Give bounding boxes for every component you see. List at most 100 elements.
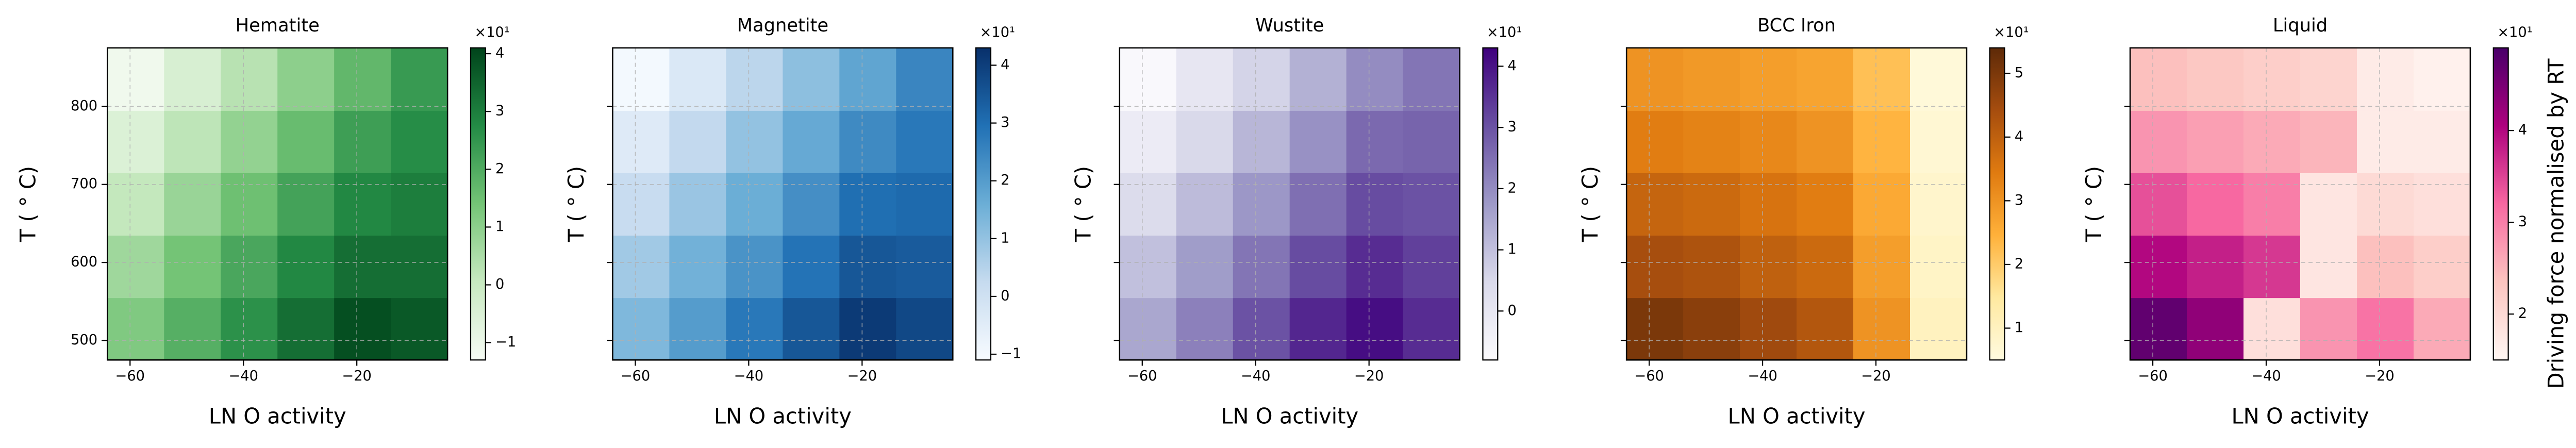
heat-cell <box>669 173 727 236</box>
heat-cell <box>1740 47 1798 111</box>
panel-title: Wustite <box>1255 15 1324 36</box>
heat-cell <box>839 297 897 360</box>
heat-cell <box>164 110 222 174</box>
panel-title: Hematite <box>236 15 320 36</box>
x-tick-label: −20 <box>342 368 371 384</box>
heat-cell <box>839 173 897 236</box>
colorbar-tick-label: 1 <box>1508 241 1517 257</box>
heat-cell <box>391 297 448 360</box>
x-axis-label: LN O activity <box>1728 403 1866 428</box>
heat-cell <box>221 110 278 174</box>
panel-title: BCC Iron <box>1757 15 1836 36</box>
heat-cell <box>1683 110 1741 174</box>
colorbar-tick-label: 0 <box>495 276 504 292</box>
heat-cell <box>896 110 953 174</box>
heat-cell <box>1176 110 1234 174</box>
heat-cell <box>1119 47 1177 111</box>
heat-cell <box>107 297 165 360</box>
heat-cell <box>2356 235 2414 298</box>
y-axis-label: T ( ° C) <box>1071 166 1096 242</box>
heat-cell <box>2300 47 2357 111</box>
heat-cell <box>164 47 222 111</box>
heat-cell <box>1346 110 1404 174</box>
y-tick-label: 800 <box>71 98 97 114</box>
panel-title: Liquid <box>2273 15 2328 36</box>
heat-cell <box>334 173 392 236</box>
colorbar-tick-label: 4 <box>495 45 504 61</box>
heat-cell <box>2300 110 2357 174</box>
colorbar-tick-label: 2 <box>1001 172 1009 188</box>
colorbar-tick-label: 3 <box>2015 192 2023 208</box>
colorbar-offset: ×10¹ <box>980 25 1015 41</box>
heat-cell <box>1909 173 1967 236</box>
heat-cell <box>669 110 727 174</box>
heat-cell <box>2413 110 2470 174</box>
colorbar-tick-label: 4 <box>1001 57 1009 73</box>
heat-cell <box>1289 297 1347 360</box>
heat-cell <box>669 235 727 298</box>
x-tick-label: −40 <box>1241 368 1270 384</box>
colorbar-tick-label: 3 <box>1001 114 1009 130</box>
heat-cell <box>1740 110 1798 174</box>
heat-cell <box>1403 235 1460 298</box>
heat-cell <box>2187 297 2244 360</box>
heat-cell <box>1403 110 1460 174</box>
heat-cell <box>334 297 392 360</box>
colorbar-tick-label: 4 <box>2518 122 2527 138</box>
colorbar-offset: ×10¹ <box>1993 25 2029 41</box>
heat-cell <box>612 235 670 298</box>
heatmap <box>107 47 448 360</box>
y-axis-label: T ( ° C) <box>2081 166 2106 242</box>
heat-cell <box>1176 173 1234 236</box>
x-tick-label: −40 <box>1748 368 1777 384</box>
heat-cell <box>612 47 670 111</box>
heat-cell <box>1853 173 1910 236</box>
heat-cell <box>2300 235 2357 298</box>
heat-cell <box>1233 297 1290 360</box>
heat-cell <box>1119 235 1177 298</box>
heat-cell <box>2413 235 2470 298</box>
x-tick-label: −40 <box>734 368 763 384</box>
x-tick-label: −40 <box>2251 368 2281 384</box>
colorbar-tick-label: 1 <box>1001 230 1009 246</box>
heat-cell <box>334 235 392 298</box>
heat-cell <box>1176 47 1234 111</box>
x-tick-label: −60 <box>1127 368 1157 384</box>
colorbar-tick-label: 1 <box>495 219 504 235</box>
colorbar <box>470 47 486 361</box>
heat-cell <box>1403 173 1460 236</box>
heat-cell <box>107 47 165 111</box>
heat-cell <box>2356 297 2414 360</box>
heat-cell <box>1740 297 1798 360</box>
colorbar <box>1482 47 1499 361</box>
colorbar-label: Driving force normalised by RT <box>2544 58 2569 389</box>
x-tick-label: −60 <box>621 368 650 384</box>
heat-cell <box>277 173 335 236</box>
colorbar <box>2492 47 2509 361</box>
x-tick-label: −60 <box>115 368 145 384</box>
heat-cell <box>783 235 840 298</box>
colorbar <box>1989 47 2005 361</box>
heat-cell <box>1626 297 1684 360</box>
heat-cell <box>2130 235 2188 298</box>
heatmap <box>612 47 953 360</box>
x-tick-label: −20 <box>2365 368 2394 384</box>
colorbar-tick-label: 3 <box>1508 119 1517 135</box>
heat-cell <box>277 47 335 111</box>
heat-cell <box>726 235 784 298</box>
x-axis-label: LN O activity <box>714 403 852 428</box>
colorbar-tick-label: 4 <box>2015 128 2023 144</box>
heat-cell <box>2243 173 2301 236</box>
heat-cell <box>391 110 448 174</box>
colorbar-tick-label: 3 <box>495 103 504 119</box>
heat-cell <box>726 297 784 360</box>
heat-cell <box>1909 110 1967 174</box>
heat-cell <box>2356 173 2414 236</box>
heat-cell <box>726 47 784 111</box>
heat-cell <box>1626 110 1684 174</box>
panel: −60 −40 −20 BCC Iron LN O activity T ( ° C) 1 2… <box>1577 15 2029 428</box>
heat-cell <box>221 297 278 360</box>
heat-cell <box>669 297 727 360</box>
heat-cell <box>221 173 278 236</box>
